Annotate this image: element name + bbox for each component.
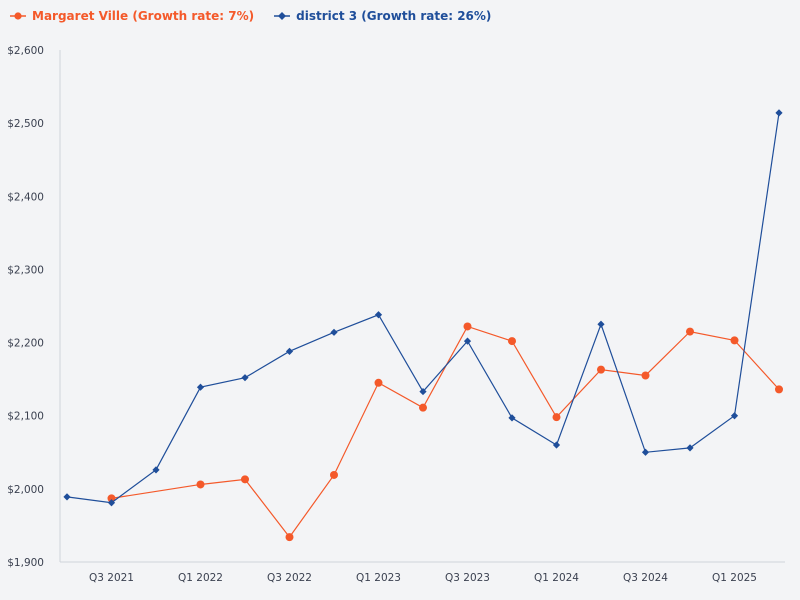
y-tick-label: $2,100 bbox=[7, 411, 44, 423]
data-point-diamond[interactable] bbox=[419, 387, 427, 396]
data-point-diamond[interactable] bbox=[686, 444, 694, 452]
data-point-diamond[interactable] bbox=[641, 448, 650, 456]
data-point-circle[interactable] bbox=[775, 385, 783, 394]
data-point-diamond[interactable] bbox=[241, 374, 249, 382]
x-tick-label: Q1 2024 bbox=[534, 572, 579, 584]
legend-marker-diamond-icon bbox=[274, 12, 291, 20]
data-point-diamond[interactable] bbox=[730, 412, 739, 420]
y-tick-label: $2,400 bbox=[7, 191, 44, 203]
data-point-circle[interactable] bbox=[686, 327, 694, 336]
data-point-diamond[interactable] bbox=[597, 320, 605, 328]
legend-label-district-3: district 3 (Growth rate: 26%) bbox=[296, 9, 492, 23]
data-point-diamond[interactable] bbox=[508, 414, 516, 422]
data-point-circle[interactable] bbox=[597, 365, 605, 374]
data-point-diamond[interactable] bbox=[152, 466, 160, 474]
data-point-diamond[interactable] bbox=[63, 493, 71, 501]
y-tick-label: $1,900 bbox=[7, 557, 44, 569]
data-point-circle[interactable] bbox=[330, 470, 338, 479]
x-tick-label: Q3 2021 bbox=[89, 572, 134, 584]
data-point-circle[interactable] bbox=[374, 378, 383, 387]
data-point-diamond[interactable] bbox=[374, 311, 383, 319]
data-point-diamond[interactable] bbox=[285, 347, 294, 355]
x-tick-label: Q3 2022 bbox=[267, 572, 312, 584]
legend-marker-circle-icon bbox=[10, 12, 26, 20]
data-point-circle[interactable] bbox=[196, 480, 205, 489]
data-point-circle[interactable] bbox=[107, 494, 116, 503]
x-tick-label: Q3 2023 bbox=[445, 572, 490, 584]
data-point-diamond[interactable] bbox=[552, 441, 561, 449]
data-point-circle[interactable] bbox=[419, 403, 427, 412]
data-point-circle[interactable] bbox=[730, 336, 739, 345]
y-axis: $1,900 $2,000 $2,100 $2,200 $2,300 $2,400 $2,5… bbox=[7, 45, 61, 569]
y-tick-label: $2,600 bbox=[7, 45, 44, 57]
x-tick-label: Q3 2024 bbox=[623, 572, 668, 584]
series-layer bbox=[63, 109, 783, 542]
data-point-diamond[interactable] bbox=[196, 383, 205, 391]
data-point-circle[interactable] bbox=[508, 337, 516, 346]
y-tick-label: $2,000 bbox=[7, 484, 44, 496]
series-line-0 bbox=[111, 325, 780, 539]
x-axis: Q3 2021 Q1 2022 Q3 2022 Q1 2023 Q3 2023 Q1 20… bbox=[60, 561, 785, 584]
y-tick-label: $2,300 bbox=[7, 264, 44, 276]
data-point-circle[interactable] bbox=[241, 475, 249, 484]
x-tick-label: Q1 2023 bbox=[356, 572, 401, 584]
data-point-circle[interactable] bbox=[285, 533, 294, 542]
legend: Margaret Ville (Growth rate: 7%) distric… bbox=[10, 9, 491, 23]
data-point-diamond[interactable] bbox=[107, 499, 116, 507]
data-point-diamond[interactable] bbox=[463, 337, 472, 345]
series-line-1 bbox=[66, 112, 780, 504]
legend-item-margaret-ville[interactable]: Margaret Ville (Growth rate: 7%) bbox=[10, 9, 254, 23]
x-tick-label: Q1 2022 bbox=[178, 572, 223, 584]
data-point-diamond[interactable] bbox=[775, 109, 783, 117]
y-tick-label: $2,500 bbox=[7, 118, 44, 130]
data-point-circle[interactable] bbox=[641, 371, 650, 380]
x-tick-label: Q1 2025 bbox=[712, 572, 757, 584]
legend-label-margaret-ville: Margaret Ville (Growth rate: 7%) bbox=[32, 9, 255, 23]
data-point-circle[interactable] bbox=[552, 413, 561, 422]
y-tick-label: $2,200 bbox=[7, 338, 44, 350]
legend-item-district-3[interactable]: district 3 (Growth rate: 26%) bbox=[274, 9, 491, 23]
data-point-diamond[interactable] bbox=[330, 328, 338, 336]
data-point-circle[interactable] bbox=[463, 322, 472, 331]
